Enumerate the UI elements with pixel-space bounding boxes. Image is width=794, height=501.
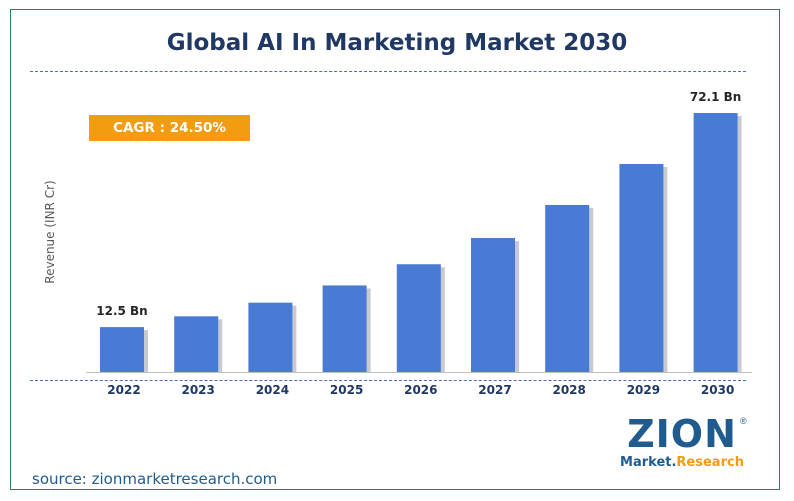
- logo-sub-research: Research: [676, 455, 744, 470]
- bar-2026: [396, 264, 441, 372]
- bar-2029: [619, 164, 664, 372]
- x-tick-label: 2023: [181, 383, 214, 397]
- x-tick-label: 2022: [107, 383, 140, 397]
- data-label: 12.5 Bn: [96, 304, 147, 318]
- x-tick-label: 2030: [701, 383, 734, 397]
- bar-2028: [545, 204, 590, 372]
- bar-2030: [693, 113, 738, 372]
- bar-2023: [174, 316, 219, 372]
- x-tick-label: 2024: [256, 383, 289, 397]
- zion-logo: ZION ® Market.Research: [612, 414, 752, 478]
- x-tick-label: 2026: [404, 383, 437, 397]
- x-tick-label: 2028: [552, 383, 585, 397]
- chart-title: Global AI In Marketing Market 2030: [166, 30, 628, 56]
- source-text: source: zionmarketresearch.com: [32, 470, 278, 488]
- logo-sub: Market.Research: [612, 455, 752, 470]
- title-divider: [30, 71, 746, 72]
- x-tick-label: 2027: [478, 383, 511, 397]
- logo-main: ZION: [627, 412, 737, 456]
- bar-2027: [471, 238, 515, 372]
- axis-divider: [30, 380, 746, 381]
- bar-2025: [322, 285, 367, 372]
- x-tick-label: 2025: [330, 383, 363, 397]
- logo-registered-mark: ®: [740, 416, 747, 426]
- data-label: 72.1 Bn: [690, 90, 741, 104]
- cagr-badge: CAGR : 24.50%: [89, 115, 250, 141]
- bar-2024: [248, 302, 293, 372]
- logo-sub-market: Market.: [620, 455, 677, 470]
- x-tick-label: 2029: [627, 383, 660, 397]
- bar-2022: [100, 327, 144, 372]
